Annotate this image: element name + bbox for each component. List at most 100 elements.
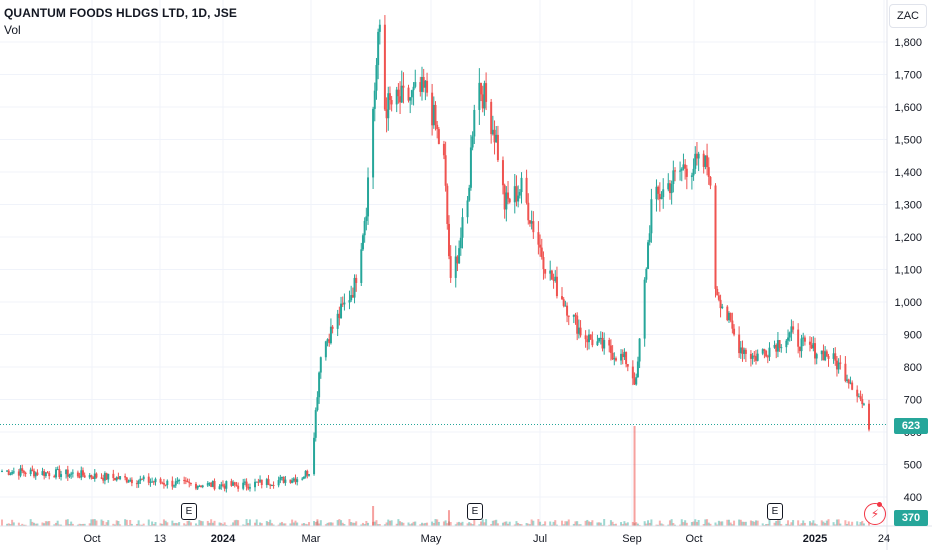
price-axis-labels[interactable]: 4005006007008009001,0001,1001,2001,3001,… <box>894 37 922 504</box>
time-axis-labels[interactable]: Oct 13 2024 Mar May Jul Sep Oct 2025 24 <box>83 533 890 545</box>
lightning-icon[interactable]: ⚡ <box>864 503 886 525</box>
volume-bar <box>424 522 427 526</box>
volume-bar <box>102 520 105 526</box>
candle-body <box>792 326 795 330</box>
volume-bar <box>513 524 516 526</box>
volume-bar <box>530 519 533 526</box>
volume-bar <box>200 520 203 526</box>
volume-bar <box>70 521 73 526</box>
volume-bar <box>336 520 339 526</box>
volume-bar <box>461 521 464 526</box>
volume-bar <box>178 522 181 526</box>
volume-bar <box>542 524 545 526</box>
volume-bar <box>7 523 10 526</box>
volume-bar <box>851 521 854 526</box>
candle-body <box>272 484 275 486</box>
candle-body <box>340 303 343 319</box>
candle-body <box>517 195 520 202</box>
price-tick-label: 1,200 <box>894 232 922 244</box>
volume-bar <box>608 524 611 526</box>
volume-bar <box>80 524 83 526</box>
volume-bar <box>270 523 273 526</box>
earnings-badge[interactable]: E <box>467 503 483 520</box>
volume-bar <box>658 520 661 526</box>
volume-bar <box>657 524 660 526</box>
volume-bar <box>414 521 417 526</box>
volume-bar <box>103 524 106 526</box>
candle-body <box>289 479 292 483</box>
volume-bar <box>478 524 481 526</box>
candle-body <box>127 481 130 483</box>
candle-body <box>800 338 803 352</box>
volume-bar <box>340 520 343 526</box>
volume-bar <box>171 520 174 526</box>
volume-bar <box>844 520 847 526</box>
volume-bar <box>301 523 304 526</box>
candle-body <box>544 269 547 274</box>
candle-body <box>525 177 528 203</box>
candle-body <box>668 183 671 194</box>
volume-bar <box>633 426 636 526</box>
volume-bar <box>520 524 523 526</box>
volume-bar <box>36 523 39 526</box>
volume-bar <box>431 521 434 526</box>
candle-body <box>237 485 240 489</box>
volume-bar <box>422 523 425 526</box>
candle-body <box>184 480 187 482</box>
volume-bar <box>539 521 542 526</box>
volume-bar <box>596 522 599 526</box>
volume-bar <box>279 522 282 526</box>
candle-body <box>552 279 555 281</box>
candle-body <box>493 129 496 143</box>
candle-body <box>248 487 251 489</box>
candle-body <box>768 347 771 357</box>
volume-bar <box>412 521 415 526</box>
currency-button[interactable]: ZAC <box>889 4 927 28</box>
volume-bar <box>525 523 528 526</box>
candle-body <box>378 24 381 32</box>
candle-body <box>130 479 133 484</box>
volume-bar <box>302 523 305 526</box>
volume-bar <box>620 522 623 526</box>
volume-bar <box>78 523 81 526</box>
volume-bar <box>68 524 71 526</box>
candle-body <box>341 303 344 305</box>
volume-bar <box>289 523 292 526</box>
candle-body <box>459 237 462 249</box>
candle-body <box>614 358 617 361</box>
volume-bar <box>787 520 790 526</box>
candle-body <box>431 92 434 126</box>
volume-bar <box>48 521 51 526</box>
volume-bar <box>260 523 263 526</box>
candle-body <box>868 403 870 430</box>
volume-bar <box>827 519 830 526</box>
volume-bar <box>508 521 511 526</box>
volume-bar <box>744 521 747 526</box>
volume-bar <box>591 520 594 526</box>
volume-bar <box>21 523 24 526</box>
candle-body <box>719 299 722 309</box>
volume-bar <box>808 521 811 526</box>
earnings-badge[interactable]: E <box>767 503 783 520</box>
symbol-title[interactable]: QUANTUM FOODS HLDGS LTD, 1D, JSE <box>4 6 237 20</box>
candle-body <box>365 216 368 221</box>
candle-body <box>254 481 257 488</box>
candle-body <box>70 473 73 475</box>
volume-bar <box>43 523 46 526</box>
volume-bar <box>456 522 459 526</box>
volume-bar <box>743 521 746 526</box>
volume-bar <box>326 522 329 526</box>
earnings-badge[interactable]: E <box>181 503 197 520</box>
candle-body <box>527 202 530 221</box>
time-tick-label: Jul <box>533 533 547 545</box>
candle-body <box>48 473 51 477</box>
price-tick-label: 500 <box>904 460 922 472</box>
volume-bar <box>399 521 402 526</box>
candle-body <box>173 485 176 487</box>
volume-bar <box>83 523 86 526</box>
candle-body <box>33 470 36 477</box>
candle-body <box>7 470 10 475</box>
candle-body <box>313 437 316 475</box>
candle-body <box>355 277 358 283</box>
